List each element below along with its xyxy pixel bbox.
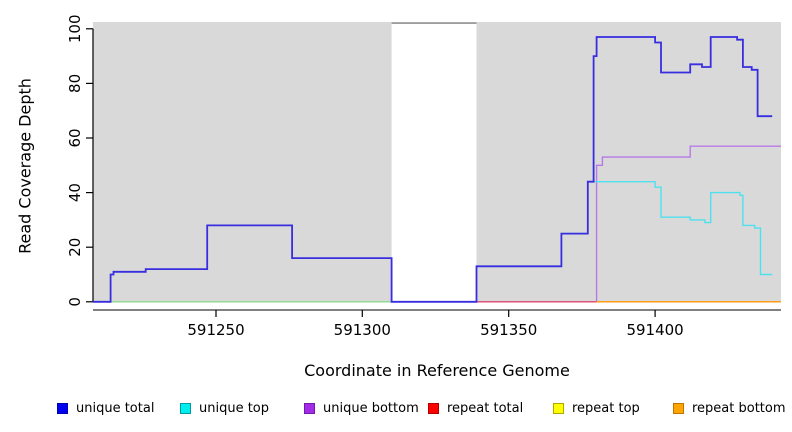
legend-swatch-unique-total bbox=[57, 402, 68, 414]
legend-swatch-unique-top bbox=[180, 402, 191, 414]
x-tick-label: 591250 bbox=[187, 321, 244, 339]
y-tick-label: 80 bbox=[66, 74, 84, 93]
legend-label: repeat top bbox=[572, 400, 640, 416]
legend-item-repeat-bottom: repeat bottom bbox=[673, 396, 786, 420]
coverage-plot: 0 20 40 60 80 100 591250 591300 591350 591400 Coor… bbox=[15, 14, 781, 380]
legend-swatch-repeat-bottom bbox=[673, 402, 684, 414]
legend-label: repeat bottom bbox=[692, 400, 786, 416]
series-unique-bottom bbox=[391, 145, 781, 303]
legend-label: unique bottom bbox=[323, 400, 419, 416]
y-tick-label: 40 bbox=[66, 183, 84, 202]
legend-label: unique top bbox=[199, 400, 270, 416]
legend-label: unique total bbox=[76, 400, 155, 416]
legend-item-unique-total: unique total bbox=[57, 396, 154, 420]
legend-swatch-repeat-top bbox=[553, 402, 564, 414]
legend-swatch-unique-bottom bbox=[304, 402, 315, 414]
y-tick-label: 60 bbox=[66, 128, 84, 147]
x-axis-title: Coordinate in Reference Genome bbox=[304, 361, 570, 380]
series-unique-total bbox=[93, 36, 773, 303]
legend-item-unique-top: unique top bbox=[180, 396, 269, 420]
y-axis-title: Read Coverage Depth bbox=[15, 78, 34, 254]
plot-legend: unique total unique top unique bottom re… bbox=[0, 396, 792, 426]
y-tick-label: 0 bbox=[66, 297, 84, 307]
legend-swatch-repeat-total bbox=[428, 402, 439, 414]
x-tick-label: 591300 bbox=[334, 321, 391, 339]
legend-item-repeat-total: repeat total bbox=[428, 396, 523, 420]
x-tick-label: 591350 bbox=[480, 321, 537, 339]
y-tick-label: 20 bbox=[66, 238, 84, 257]
y-tick-label: 100 bbox=[66, 14, 84, 43]
x-tick-label: 591400 bbox=[626, 321, 683, 339]
covered-region-left bbox=[93, 22, 392, 302]
legend-item-repeat-top: repeat top bbox=[553, 396, 640, 420]
legend-label: repeat total bbox=[447, 400, 524, 416]
covered-region-right bbox=[476, 22, 781, 302]
legend-item-unique-bottom: unique bottom bbox=[304, 396, 419, 420]
